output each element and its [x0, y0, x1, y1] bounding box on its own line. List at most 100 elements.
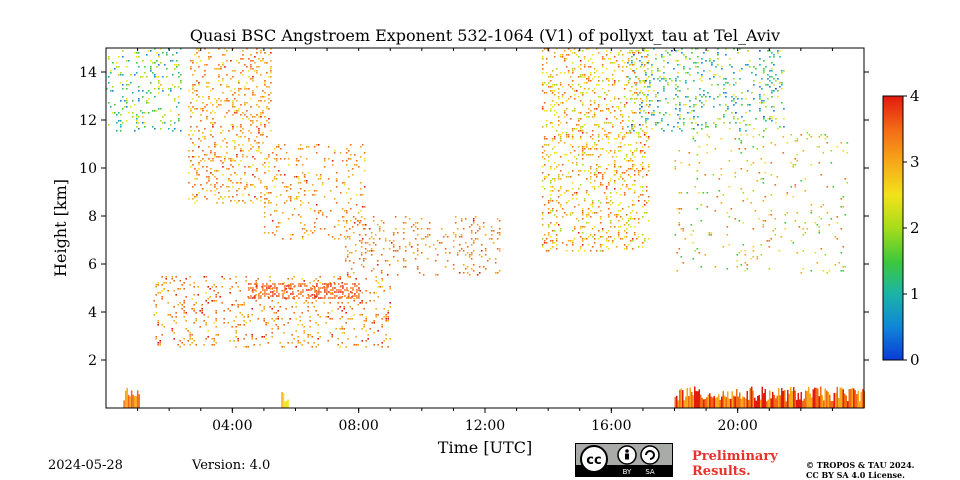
heatmap-cell	[832, 186, 835, 188]
heatmap-cell	[452, 232, 455, 234]
heatmap-cell	[673, 126, 675, 128]
heatmap-cell	[583, 88, 586, 90]
heatmap-cell	[601, 178, 604, 180]
heatmap-cell	[352, 283, 354, 285]
heatmap-cell	[769, 86, 771, 88]
heatmap-cell	[311, 184, 314, 186]
colorbar-tick-label: 2	[910, 219, 920, 237]
heatmap-cell	[206, 154, 208, 156]
heatmap-cell	[605, 196, 608, 198]
heatmap-cell	[305, 158, 308, 160]
heatmap-cell	[424, 236, 427, 238]
heatmap-cell	[846, 142, 849, 144]
heatmap-cell	[629, 90, 631, 92]
heatmap-cell	[136, 116, 138, 118]
heatmap-cell	[623, 136, 626, 138]
heatmap-cell	[557, 202, 560, 204]
heatmap-cell	[320, 297, 322, 299]
heatmap-cell	[365, 290, 367, 292]
heatmap-cell	[583, 170, 586, 172]
heatmap-cell	[836, 238, 839, 240]
heatmap-cell	[321, 212, 324, 214]
heatmap-cell	[159, 344, 161, 346]
heatmap-cell	[747, 104, 749, 106]
colorbar-tick-label: 0	[910, 351, 920, 369]
heatmap-cell	[289, 196, 292, 198]
heatmap-cell	[745, 98, 747, 100]
heatmap-cell	[561, 102, 564, 104]
heatmap-cell	[317, 178, 320, 180]
heatmap-cell	[543, 164, 546, 166]
heatmap-cell	[577, 96, 580, 98]
heatmap-cell	[341, 296, 343, 298]
heatmap-cell	[693, 116, 695, 118]
heatmap-cell	[244, 172, 246, 174]
heatmap-cell	[381, 318, 383, 320]
heatmap-cell	[679, 104, 681, 106]
heatmap-cell	[327, 316, 329, 318]
heatmap-cell	[266, 285, 268, 287]
heatmap-cell	[593, 88, 596, 90]
heatmap-cell	[633, 180, 636, 182]
heatmap-cell	[583, 114, 586, 116]
heatmap-cell	[285, 200, 288, 202]
heatmap-cell	[707, 92, 709, 94]
heatmap-cell	[229, 310, 231, 312]
heatmap-cell	[840, 198, 843, 200]
heatmap-cell	[661, 120, 663, 122]
heatmap-cell	[252, 289, 254, 291]
colorbar-tick-label: 3	[910, 153, 920, 171]
heatmap-cell	[771, 90, 773, 92]
heatmap-cell	[240, 58, 242, 60]
heatmap-cell	[207, 298, 209, 300]
heatmap-cell	[717, 54, 719, 56]
heatmap-cell	[694, 186, 697, 188]
heatmap-cell	[208, 176, 210, 178]
heatmap-cell	[306, 289, 308, 291]
heatmap-cell	[349, 158, 352, 160]
heatmap-cell	[553, 146, 556, 148]
heatmap-cell	[377, 286, 379, 288]
heatmap-cell	[679, 128, 681, 130]
heatmap-cell	[746, 264, 749, 266]
heatmap-cell	[346, 283, 348, 285]
heatmap-cell	[645, 80, 647, 82]
heatmap-cell	[343, 308, 345, 310]
heatmap-cell	[561, 174, 564, 176]
heatmap-cell	[240, 130, 242, 132]
heatmap-cell	[627, 58, 630, 60]
surface-band-cell	[123, 400, 125, 408]
heatmap-cell	[627, 174, 630, 176]
heatmap-cell	[158, 88, 160, 90]
heatmap-cell	[565, 202, 568, 204]
heatmap-cell	[625, 102, 628, 104]
heatmap-cell	[674, 166, 677, 168]
heatmap-cell	[617, 80, 620, 82]
heatmap-cell	[675, 50, 677, 52]
heatmap-cell	[593, 174, 596, 176]
heatmap-cell	[232, 128, 234, 130]
heatmap-cell	[472, 264, 475, 266]
heatmap-cell	[357, 166, 360, 168]
heatmap-cell	[728, 160, 731, 162]
heatmap-cell	[299, 320, 301, 322]
heatmap-cell	[358, 222, 361, 224]
heatmap-cell	[315, 174, 318, 176]
heatmap-cell	[342, 293, 344, 295]
heatmap-cell	[641, 116, 643, 118]
heatmap-cell	[396, 232, 399, 234]
heatmap-cell	[643, 64, 646, 66]
heatmap-cell	[631, 240, 634, 242]
heatmap-cell	[647, 50, 649, 52]
heatmap-cell	[771, 70, 773, 72]
heatmap-cell	[278, 283, 280, 285]
heatmap-cell	[348, 297, 350, 299]
heatmap-cell	[248, 194, 250, 196]
heatmap-cell	[583, 146, 586, 148]
heatmap-cell	[161, 334, 163, 336]
heatmap-cell	[262, 58, 264, 60]
heatmap-cell	[232, 100, 234, 102]
heatmap-cell	[798, 226, 801, 228]
heatmap-cell	[619, 132, 622, 134]
heatmap-cell	[329, 318, 331, 320]
